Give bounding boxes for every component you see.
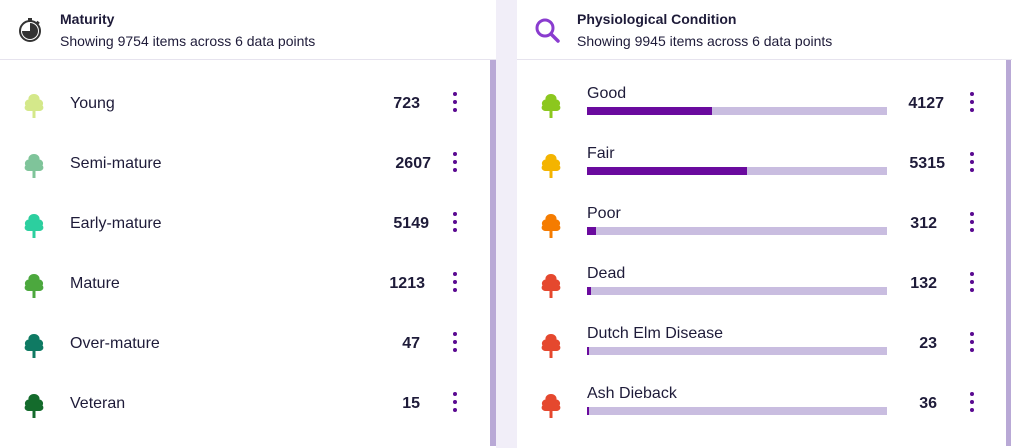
maturity-row-semi-mature[interactable]: Semi-mature 2607 [0, 135, 490, 195]
row-label: Early-mature [70, 215, 162, 232]
condition-subtitle: Showing 9945 items across 6 data points [577, 33, 833, 49]
condition-title: Physiological Condition [577, 11, 737, 27]
tree-icon [537, 332, 565, 360]
more-options-icon[interactable] [966, 152, 978, 178]
tree-icon [537, 392, 565, 420]
progress-fill [587, 287, 591, 295]
condition-row-dutch-elm-disease[interactable]: Dutch Elm Disease 23 [517, 315, 1007, 375]
maturity-scrollbar[interactable] [490, 60, 496, 446]
maturity-row-mature[interactable]: Mature 1213 [0, 255, 490, 315]
row-count: 132 [910, 275, 937, 292]
progress-fill [587, 227, 596, 235]
row-label: Dead [587, 265, 626, 282]
condition-header: Physiological Condition Showing 9945 ite… [517, 0, 1012, 60]
progress-fill [587, 407, 589, 415]
progress-fill [587, 347, 589, 355]
tree-icon [537, 92, 565, 120]
row-label: Young [70, 95, 115, 112]
more-options-icon[interactable] [966, 92, 978, 118]
progress-bar [587, 407, 887, 415]
tree-icon [20, 272, 48, 300]
row-count: 23 [919, 335, 937, 352]
tree-icon [20, 392, 48, 420]
tree-icon [20, 212, 48, 240]
row-label: Over-mature [70, 335, 160, 352]
stopwatch-icon [19, 18, 41, 42]
maturity-header: Maturity Showing 9754 items across 6 dat… [0, 0, 496, 60]
row-label: Dutch Elm Disease [587, 325, 724, 342]
maturity-subtitle: Showing 9754 items across 6 data points [60, 33, 316, 49]
condition-scrollbar[interactable] [1006, 60, 1011, 446]
maturity-title: Maturity [60, 11, 115, 27]
row-count: 47 [402, 335, 420, 352]
row-label: Semi-mature [70, 155, 162, 172]
condition-row-poor[interactable]: Poor 312 [517, 195, 1007, 255]
tree-icon [20, 152, 48, 180]
progress-bar [587, 347, 887, 355]
row-label: Fair [587, 145, 615, 162]
condition-panel: Physiological Condition Showing 9945 ite… [517, 0, 1012, 448]
row-count: 723 [393, 95, 420, 112]
progress-bar [587, 167, 887, 175]
row-count: 4127 [908, 95, 944, 112]
tree-icon [537, 272, 565, 300]
row-label: Poor [587, 205, 621, 222]
more-options-icon[interactable] [449, 152, 461, 178]
progress-fill [587, 167, 747, 175]
row-count: 2607 [395, 155, 431, 172]
progress-bar [587, 227, 887, 235]
maturity-row-early-mature[interactable]: Early-mature 5149 [0, 195, 490, 255]
progress-bar [587, 287, 887, 295]
more-options-icon[interactable] [449, 332, 461, 358]
tree-icon [20, 332, 48, 360]
tree-icon [20, 92, 48, 120]
tree-icon [537, 152, 565, 180]
row-label: Mature [70, 275, 120, 292]
row-count: 5149 [393, 215, 429, 232]
more-options-icon[interactable] [966, 212, 978, 238]
row-count: 1213 [389, 275, 425, 292]
progress-bar [587, 107, 887, 115]
row-count: 36 [919, 395, 937, 412]
more-options-icon[interactable] [966, 332, 978, 358]
more-options-icon[interactable] [449, 212, 461, 238]
maturity-row-over-mature[interactable]: Over-mature 47 [0, 315, 490, 375]
row-label: Veteran [70, 395, 126, 412]
more-options-icon[interactable] [449, 92, 461, 118]
row-count: 15 [402, 395, 420, 412]
more-options-icon[interactable] [966, 272, 978, 298]
more-options-icon[interactable] [449, 392, 461, 418]
condition-row-good[interactable]: Good 4127 [517, 75, 1007, 135]
progress-fill [587, 107, 712, 115]
row-count: 312 [910, 215, 937, 232]
tree-icon [537, 212, 565, 240]
maturity-row-young[interactable]: Young 723 [0, 75, 490, 135]
condition-row-dead[interactable]: Dead 132 [517, 255, 1007, 315]
row-label: Ash Dieback [587, 385, 677, 402]
more-options-icon[interactable] [966, 392, 978, 418]
row-label: Good [587, 85, 627, 102]
maturity-row-veteran[interactable]: Veteran 15 [0, 375, 490, 435]
row-count: 5315 [909, 155, 945, 172]
search-icon [535, 18, 560, 43]
maturity-panel: Maturity Showing 9754 items across 6 dat… [0, 0, 496, 448]
more-options-icon[interactable] [449, 272, 461, 298]
condition-row-fair[interactable]: Fair 5315 [517, 135, 1007, 195]
condition-row-ash-dieback[interactable]: Ash Dieback 36 [517, 375, 1007, 435]
